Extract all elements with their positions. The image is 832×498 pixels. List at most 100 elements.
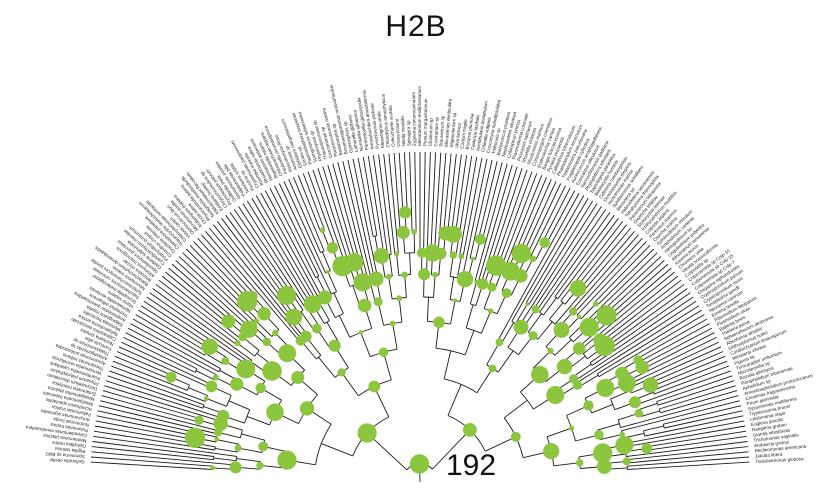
tree-branch	[143, 300, 212, 346]
tree-branch	[601, 279, 682, 343]
tree-branch	[546, 190, 576, 244]
leaf-label: Gymnophrys sp	[342, 121, 354, 154]
tree-branch	[171, 263, 248, 331]
tree-branch	[426, 297, 429, 322]
tree-branch	[642, 332, 715, 370]
tree-branch	[102, 390, 200, 419]
support-node	[201, 338, 218, 355]
tree-branch	[497, 350, 514, 373]
support-node	[258, 441, 269, 452]
tree-branch	[195, 370, 215, 381]
tree-branch	[110, 365, 206, 402]
leaf-label: Closterium sp	[428, 118, 434, 147]
tree-branch	[293, 177, 325, 252]
leaf-label: Zygnema circumcarinatum	[411, 92, 417, 146]
tree-branch	[302, 173, 325, 230]
tree-branch	[597, 309, 702, 375]
support-node	[378, 347, 389, 357]
tree-branch	[206, 397, 227, 407]
tree-branch	[91, 451, 236, 466]
support-node	[210, 465, 216, 471]
support-node	[212, 374, 219, 381]
tree-branch	[626, 446, 749, 461]
support-node	[236, 359, 256, 379]
tree-branch	[546, 427, 572, 438]
tree-branch	[627, 461, 750, 470]
support-node	[528, 331, 538, 341]
tree-branch	[443, 350, 452, 380]
tree-branch	[478, 160, 498, 240]
tree-branch	[423, 151, 426, 253]
support-node	[353, 273, 372, 292]
support-node	[345, 253, 364, 272]
support-node	[432, 271, 438, 278]
support-node	[501, 288, 512, 299]
support-node	[577, 314, 582, 320]
tree-branch	[643, 425, 664, 432]
tree-branch	[132, 318, 221, 370]
tree-branch	[149, 292, 251, 364]
tree-branch	[338, 315, 351, 338]
tree-branch	[533, 350, 551, 369]
tree-branch	[383, 153, 396, 255]
support-node	[642, 377, 659, 393]
support-node	[510, 431, 521, 442]
support-node	[627, 388, 633, 393]
tree-branch	[620, 395, 739, 429]
support-node	[401, 271, 409, 279]
tree-branch	[607, 263, 669, 318]
tree-branch	[474, 163, 508, 282]
tree-branch	[462, 157, 483, 257]
support-node	[547, 347, 554, 354]
tree-branch	[553, 462, 580, 467]
support-node	[434, 247, 447, 260]
tree-branch	[307, 171, 336, 247]
tree-branch	[404, 274, 407, 298]
tree-branch	[430, 152, 437, 253]
support-node	[357, 423, 377, 443]
tree-branch	[557, 218, 619, 299]
leaf-label: Andalucia godoyi	[754, 439, 789, 448]
support-node	[266, 403, 284, 422]
support-node	[433, 316, 445, 329]
support-node	[568, 425, 575, 431]
support-node	[463, 423, 477, 437]
tree-branch	[120, 341, 213, 386]
support-node	[262, 361, 282, 381]
support-node	[618, 374, 636, 392]
leaf-label: Jakoba libera	[755, 452, 783, 459]
support-node	[278, 344, 297, 363]
leaf-label: Sorites sp	[296, 146, 308, 167]
support-node	[221, 314, 236, 329]
tree-branch	[327, 271, 338, 292]
support-node	[319, 227, 326, 234]
tree-branch	[605, 288, 688, 348]
tree-branch	[591, 403, 613, 414]
support-node	[217, 409, 230, 422]
tree-branch	[175, 259, 251, 329]
tree-branch	[554, 231, 635, 325]
tree-branch	[626, 451, 749, 464]
support-node	[513, 269, 528, 283]
tree-branch	[433, 152, 442, 254]
support-node	[311, 323, 322, 334]
support-node	[255, 382, 266, 394]
support-node	[629, 396, 641, 409]
support-node	[194, 415, 204, 425]
support-node	[596, 459, 612, 474]
tree-arc	[404, 252, 415, 254]
leaf-label: Naegleria gruberi	[752, 422, 788, 432]
tree-branch	[414, 151, 417, 233]
support-node	[615, 436, 634, 455]
tree-branch	[246, 415, 270, 426]
leaf-label: Nitella mirabilis	[400, 115, 406, 147]
tree-arc	[218, 368, 221, 373]
leaf-label: Pelomonas tropica	[50, 422, 89, 433]
support-node	[300, 330, 312, 343]
figure-title: H2B	[385, 10, 447, 43]
tree-branch	[653, 365, 730, 395]
tree-branch	[362, 156, 378, 236]
support-node	[214, 437, 219, 442]
tree-branch	[352, 158, 379, 279]
tree-branch	[596, 248, 655, 306]
